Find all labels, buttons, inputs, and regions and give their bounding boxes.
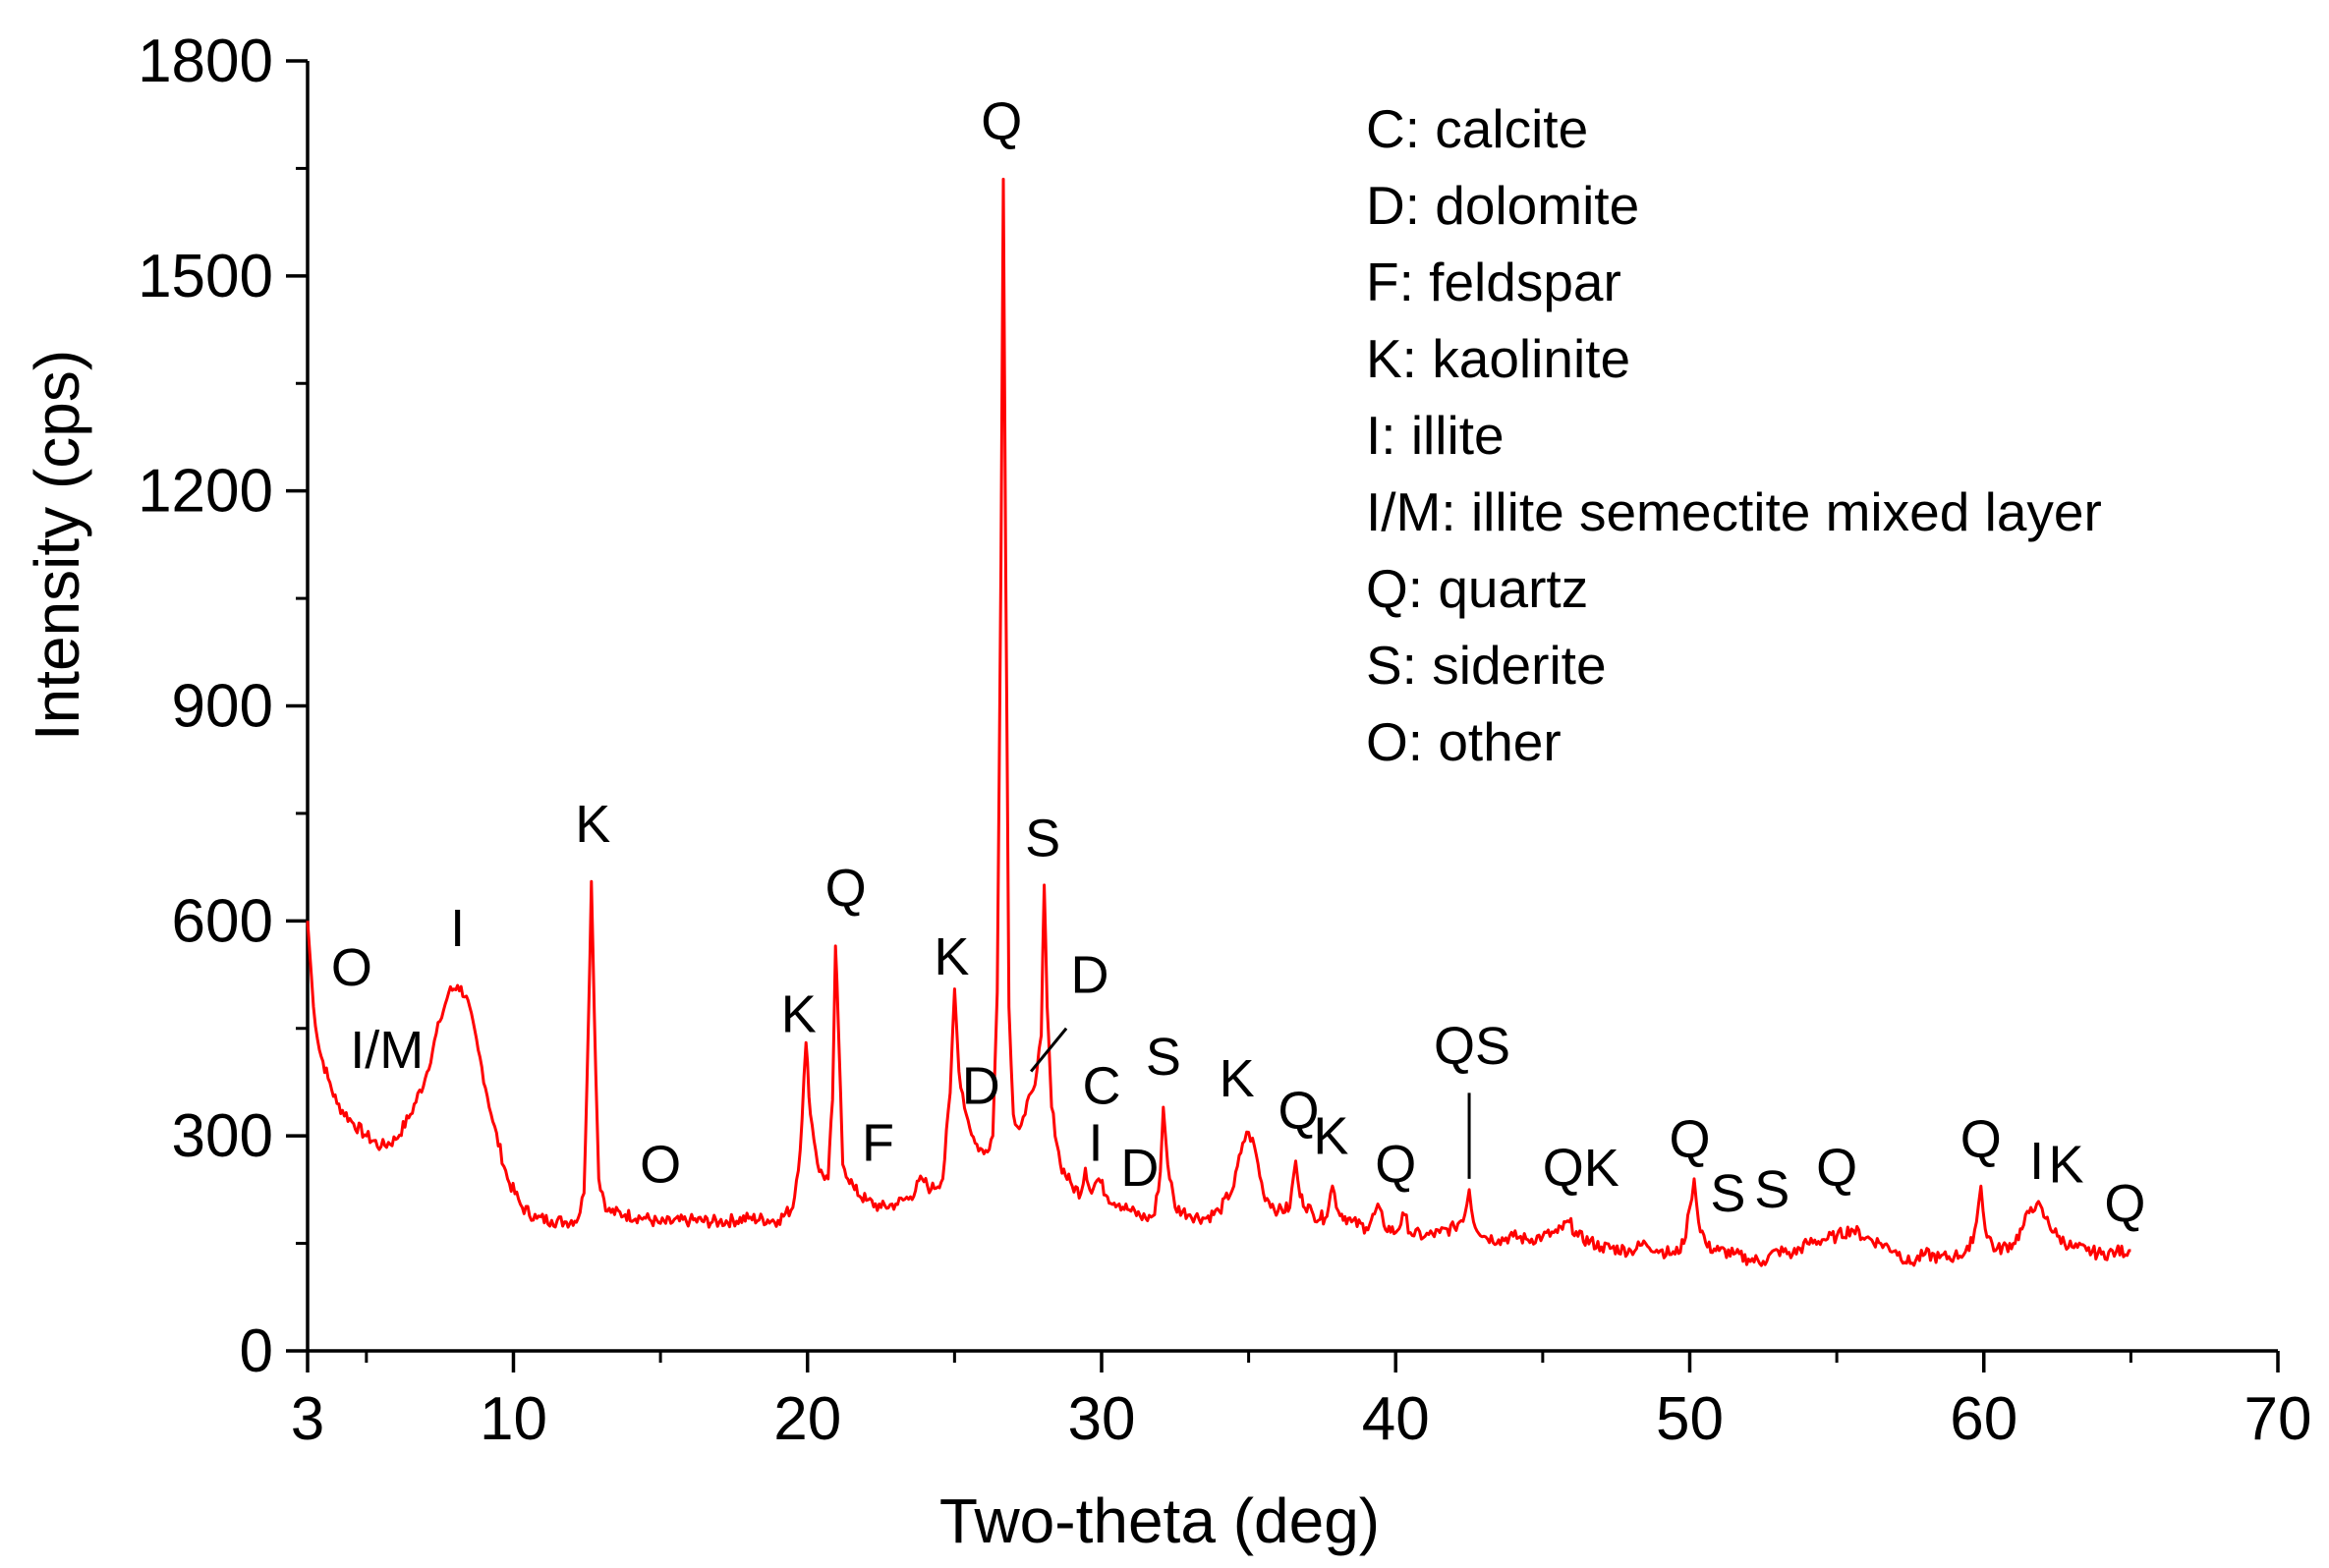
y-tick-label: 900 [172, 673, 273, 741]
y-tick-label: 600 [172, 887, 273, 955]
x-tick-label: 60 [1950, 1385, 2017, 1453]
peak-label: O [640, 1136, 681, 1195]
peak-label: Q [1375, 1136, 1416, 1195]
y-tick-label: 1200 [138, 458, 273, 526]
legend: C: calcite D: dolomite F: feldspar K: kaoli… [1366, 98, 2102, 772]
x-tick-label: 3 [291, 1385, 324, 1453]
x-tick-label: 50 [1656, 1385, 1724, 1453]
leader-lines [1030, 1027, 1471, 1179]
x-axis-title: Two-theta (deg) [939, 1485, 1380, 1556]
peak-label: S [1710, 1164, 1745, 1223]
leader-line [1030, 1027, 1068, 1073]
peak-label: K [781, 984, 817, 1043]
peak-label: S [1754, 1160, 1789, 1219]
peak-label: Q [1816, 1139, 1857, 1198]
peak-label: D [1120, 1139, 1159, 1198]
peak-label: K [934, 927, 969, 986]
peak-label: F [862, 1114, 894, 1173]
y-axis-title: Intensity (cps) [22, 350, 92, 741]
legend-entry: S: siderite [1366, 635, 1607, 696]
x-tick-label: 30 [1068, 1385, 1136, 1453]
peak-label: I [450, 899, 465, 958]
peak-label: S [1146, 1028, 1181, 1087]
y-tick-label: 1500 [138, 243, 273, 310]
legend-entry: C: calcite [1366, 98, 1588, 159]
axes: 3 10 20 30 40 50 60 70 0 300 600 900 1200 1500 1800 [138, 28, 2311, 1453]
peak-label: D [962, 1056, 1000, 1115]
peak-label: C [1082, 1056, 1120, 1115]
peak-label: Q [1278, 1082, 1319, 1141]
legend-entry: I: illite [1366, 405, 1505, 466]
peak-label: S [1025, 810, 1060, 868]
peak-label: K [1220, 1049, 1255, 1108]
x-tick-label: 40 [1362, 1385, 1430, 1453]
peak-label: QK [1543, 1139, 1619, 1198]
peak-label: I/M [350, 1021, 424, 1080]
legend-entry: K: kaolinite [1366, 328, 1630, 389]
legend-entry: O: other [1366, 711, 1562, 772]
peak-label: D [1071, 945, 1109, 1004]
peak-label: K [1313, 1106, 1348, 1165]
peak-label: I [1088, 1114, 1103, 1173]
peak-label: Q [1960, 1110, 2002, 1169]
peak-label: O [331, 938, 372, 997]
peak-label: I [2029, 1132, 2044, 1191]
legend-entry: D: dolomite [1366, 175, 1639, 236]
legend-entry: Q: quartz [1366, 558, 1588, 619]
peak-label: K [2049, 1136, 2084, 1195]
peak-label: Q [2104, 1175, 2145, 1234]
peak-label: Q [825, 860, 867, 919]
series-group [306, 177, 2131, 1267]
y-tick-label: 1800 [138, 28, 273, 95]
y-tick-label: 0 [240, 1317, 273, 1385]
peak-label: QS [1434, 1017, 1510, 1076]
peak-label: K [575, 795, 610, 854]
peak-label: Q [1669, 1110, 1710, 1169]
peak-label: Q [981, 92, 1022, 151]
legend-entry: I/M: illite semectite mixed layer [1366, 481, 2102, 542]
x-tick-label: 20 [773, 1385, 841, 1453]
legend-entry: F: feldspar [1366, 252, 1621, 312]
x-tick-label: 70 [2244, 1385, 2312, 1453]
y-tick-label: 300 [172, 1102, 273, 1170]
series-line [306, 177, 2131, 1267]
x-tick-label: 10 [480, 1385, 547, 1453]
